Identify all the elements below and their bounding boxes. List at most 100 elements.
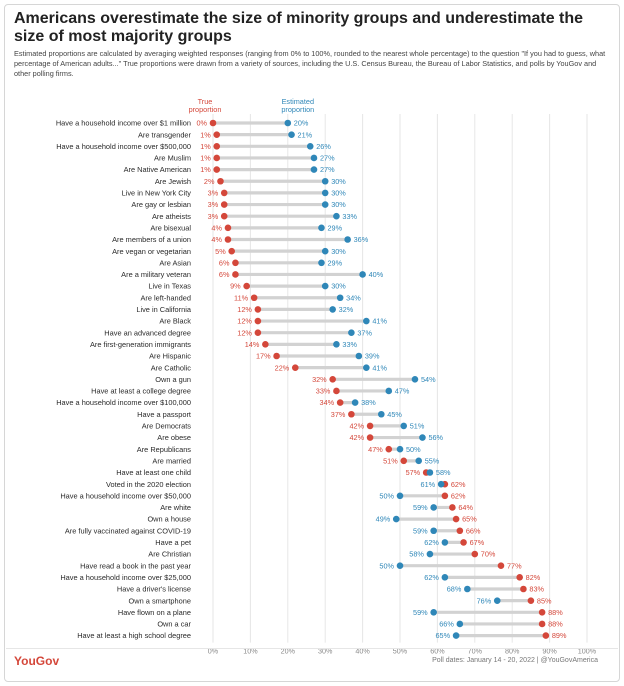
true-proportion-label: 62%	[451, 480, 466, 489]
row-label: Own a car	[157, 620, 191, 629]
row-label: Are married	[152, 456, 191, 465]
true-proportion-dot	[336, 399, 344, 406]
estimated-proportion-label: 49%	[376, 515, 391, 524]
estimated-proportion-dot	[284, 119, 292, 127]
true-proportion-dot	[213, 143, 221, 150]
estimated-proportion-label: 58%	[409, 550, 424, 559]
row-label: Live in California	[136, 305, 192, 314]
legend-estimated-proportion-line-2: proportion	[281, 105, 314, 114]
estimated-proportion-dot	[363, 364, 370, 371]
x-tick-label: 80%	[505, 647, 520, 656]
estimated-proportion-label: 27%	[320, 165, 335, 174]
estimated-proportion-label: 58%	[436, 468, 451, 477]
estimated-proportion-label: 37%	[357, 328, 372, 337]
true-proportion-dot	[232, 271, 239, 278]
true-proportion-label: 9%	[230, 282, 241, 291]
true-proportion-dot	[220, 212, 228, 220]
row-label: Are gay or lesbian	[131, 200, 191, 209]
estimated-proportion-label: 76%	[477, 596, 492, 605]
estimated-proportion-dot	[310, 154, 318, 162]
true-proportion-dot	[400, 457, 408, 465]
estimated-proportion-dot	[321, 201, 329, 208]
estimated-proportion-dot	[321, 189, 329, 197]
estimated-proportion-dot	[441, 574, 449, 581]
estimated-proportion-label: 30%	[331, 247, 346, 256]
true-proportion-dot	[460, 539, 467, 546]
estimated-proportion-label: 38%	[361, 398, 376, 407]
true-proportion-label: 6%	[219, 258, 230, 267]
true-proportion-label: 65%	[462, 515, 477, 524]
estimated-proportion-dot	[430, 527, 437, 535]
estimated-proportion-dot	[318, 259, 325, 267]
true-proportion-dot	[497, 562, 505, 569]
true-proportion-label: 3%	[208, 189, 219, 198]
true-proportion-label: 4%	[211, 235, 222, 244]
row-label: Are first-generation immigrants	[90, 340, 191, 349]
true-proportion-dot	[456, 527, 464, 535]
true-proportion-label: 88%	[548, 608, 563, 617]
estimated-proportion-dot	[333, 341, 340, 348]
estimated-proportion-label: 36%	[354, 235, 369, 244]
x-tick-label: 20%	[281, 647, 296, 656]
estimated-proportion-dot	[396, 492, 404, 500]
row-label: Are Black	[159, 317, 191, 326]
estimated-proportion-label: 50%	[406, 445, 421, 454]
row-label: Have a household income over $50,000	[60, 491, 191, 500]
true-proportion-dot	[366, 434, 374, 441]
estimated-proportion-label: 40%	[369, 270, 384, 279]
true-proportion-label: 22%	[275, 363, 290, 372]
estimated-proportion-dot	[310, 166, 318, 173]
true-proportion-dot	[273, 352, 280, 360]
x-tick-label: 10%	[243, 647, 258, 656]
true-proportion-dot	[243, 282, 250, 290]
true-proportion-label: 85%	[537, 596, 552, 605]
row-label: Have at least a college degree	[91, 387, 191, 396]
true-proportion-dot	[228, 247, 235, 255]
estimated-proportion-label: 66%	[439, 620, 454, 629]
true-proportion-label: 42%	[349, 433, 364, 442]
true-proportion-label: 88%	[548, 620, 563, 629]
true-proportion-label: 12%	[237, 328, 252, 337]
poll-date-note: Poll dates: January 14 - 20, 2022 | @You…	[432, 657, 598, 664]
true-proportion-dot	[471, 550, 479, 558]
estimated-proportion-label: 50%	[379, 491, 394, 500]
true-proportion-dot	[213, 154, 221, 162]
estimated-proportion-label: 27%	[320, 154, 335, 163]
estimated-proportion-label: 33%	[342, 212, 357, 221]
true-proportion-label: 0%	[196, 119, 207, 128]
estimated-proportion-dot	[351, 399, 359, 406]
estimated-proportion-label: 39%	[365, 352, 380, 361]
estimated-proportion-label: 34%	[346, 293, 361, 302]
estimated-proportion-dot	[493, 597, 501, 604]
true-proportion-label: 89%	[552, 631, 567, 640]
x-tick-label: 40%	[355, 647, 370, 656]
estimated-proportion-dot	[363, 317, 370, 325]
true-proportion-dot	[329, 376, 336, 383]
row-label: Have a household income over $25,000	[60, 573, 191, 582]
estimated-proportion-label: 33%	[342, 340, 357, 349]
legend-true-proportion-line-1: True	[198, 97, 213, 106]
row-label: Are members of a union	[112, 235, 191, 244]
true-proportion-label: 67%	[470, 538, 485, 547]
estimated-proportion-label: 59%	[413, 608, 428, 617]
estimated-proportion-dot	[430, 504, 437, 511]
estimated-proportion-dot	[411, 376, 419, 383]
true-proportion-dot	[516, 574, 523, 581]
estimated-proportion-label: 32%	[339, 305, 354, 314]
row-label: Are Jewish	[155, 177, 191, 186]
row-label: Are white	[160, 503, 191, 512]
row-label: Own a smartphone	[129, 596, 191, 605]
true-proportion-label: 70%	[481, 550, 496, 559]
row-label: Have a passport	[137, 410, 191, 419]
estimated-proportion-label: 50%	[379, 561, 394, 570]
true-proportion-label: 3%	[208, 200, 219, 209]
row-label: Have a household income over $1 million	[56, 119, 191, 128]
true-proportion-label: 1%	[200, 165, 211, 174]
estimated-proportion-dot	[306, 143, 314, 150]
estimated-proportion-dot	[456, 620, 464, 628]
row-label: Have at least a high school degree	[77, 631, 191, 640]
footer-divider	[6, 648, 618, 673]
estimated-proportion-label: 56%	[428, 433, 443, 442]
row-label: Are a military veteran	[121, 270, 191, 279]
estimated-proportion-label: 54%	[421, 375, 436, 384]
